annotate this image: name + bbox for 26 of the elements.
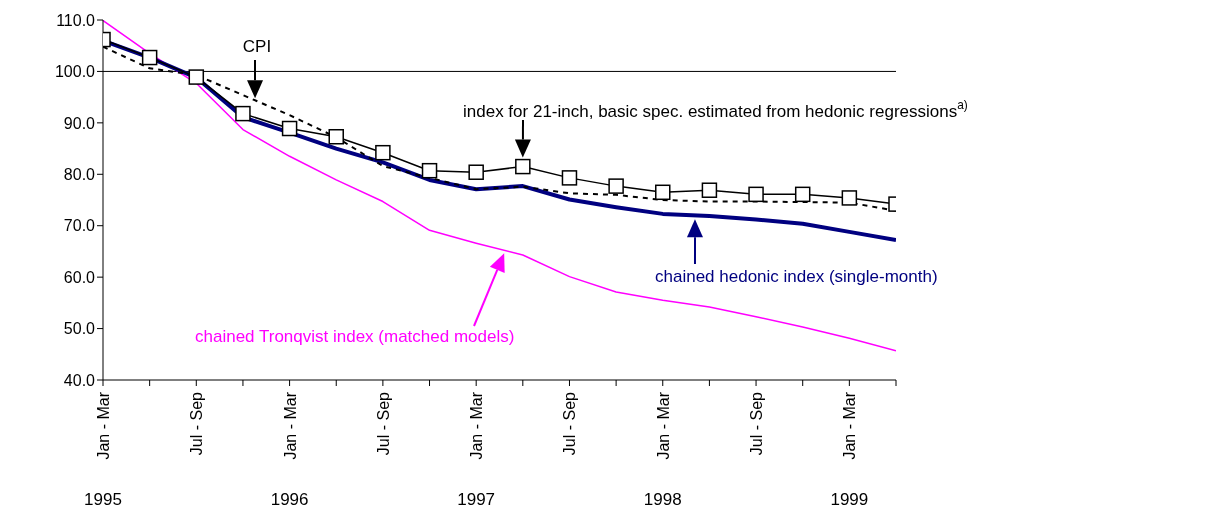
y-tick-label: 60.0 xyxy=(63,268,96,286)
y-tick-label: 80.0 xyxy=(63,165,96,183)
text: 1995 xyxy=(84,490,122,509)
text: chained Tronqvist index (matched models) xyxy=(195,327,515,347)
y-tick-label: 50.0 xyxy=(63,320,96,338)
y-tick-label: 100.0 xyxy=(54,63,96,81)
x-tick-label: Jul - Sep xyxy=(188,391,206,456)
y-tick-label: 40.0 xyxy=(63,371,96,389)
y-tick-label: 70.0 xyxy=(63,217,96,235)
legend-label: chained hedonic index (single-month) xyxy=(655,267,938,287)
x-tick-label: Jul - Sep xyxy=(374,391,392,456)
text: index for 21-inch, basic spec. estimated from hedonic regressions$^{a)}$ xyxy=(463,98,968,122)
x-tick-label: Jan - Mar xyxy=(841,391,859,460)
y-tick-label: 90.0 xyxy=(63,114,96,132)
text: 1996 xyxy=(270,490,309,509)
text: CPI xyxy=(242,37,272,57)
text: 1998 xyxy=(643,490,682,509)
x-tick-label: Jul - Sep xyxy=(561,391,579,456)
x-tick-label: Jan - Mar xyxy=(95,391,112,460)
x-tick-label: Jan - Mar xyxy=(468,391,486,460)
x-tick-label: Jul - Sep xyxy=(748,391,766,456)
x-tick-label: Jan - Mar xyxy=(654,391,672,460)
y-tick-label: 110.0 xyxy=(56,11,96,29)
text: 1997 xyxy=(457,490,496,509)
x-tick-label: Jan - Mar xyxy=(281,391,299,460)
text: 1999 xyxy=(830,490,869,509)
